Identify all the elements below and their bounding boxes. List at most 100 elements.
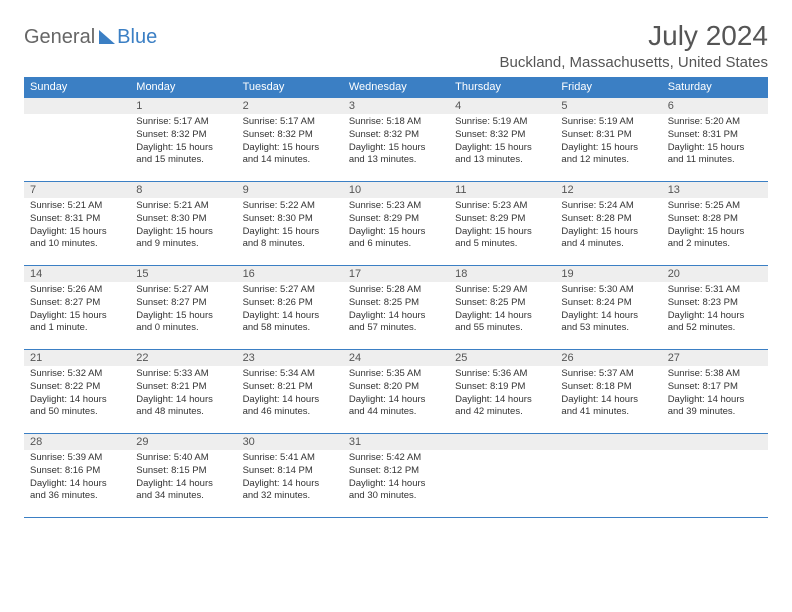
day-details: Sunrise: 5:25 AMSunset: 8:28 PMDaylight:… <box>662 198 768 255</box>
day-number: 9 <box>237 182 343 198</box>
calendar-cell <box>662 434 768 518</box>
day-details: Sunrise: 5:17 AMSunset: 8:32 PMDaylight:… <box>237 114 343 171</box>
calendar-cell: 3Sunrise: 5:18 AMSunset: 8:32 PMDaylight… <box>343 98 449 182</box>
calendar-cell: 4Sunrise: 5:19 AMSunset: 8:32 PMDaylight… <box>449 98 555 182</box>
day-number: 18 <box>449 266 555 282</box>
calendar-cell: 14Sunrise: 5:26 AMSunset: 8:27 PMDayligh… <box>24 266 130 350</box>
day-number: 29 <box>130 434 236 450</box>
calendar-cell: 31Sunrise: 5:42 AMSunset: 8:12 PMDayligh… <box>343 434 449 518</box>
day-number: 1 <box>130 98 236 114</box>
day-number: 27 <box>662 350 768 366</box>
calendar-cell: 22Sunrise: 5:33 AMSunset: 8:21 PMDayligh… <box>130 350 236 434</box>
calendar-cell: 12Sunrise: 5:24 AMSunset: 8:28 PMDayligh… <box>555 182 661 266</box>
day-details: Sunrise: 5:20 AMSunset: 8:31 PMDaylight:… <box>662 114 768 171</box>
calendar-cell: 6Sunrise: 5:20 AMSunset: 8:31 PMDaylight… <box>662 98 768 182</box>
day-details: Sunrise: 5:33 AMSunset: 8:21 PMDaylight:… <box>130 366 236 423</box>
header: General Blue July 2024 Buckland, Massach… <box>24 20 768 71</box>
calendar-week-row: 21Sunrise: 5:32 AMSunset: 8:22 PMDayligh… <box>24 350 768 434</box>
day-number: 11 <box>449 182 555 198</box>
day-of-week-header: Thursday <box>449 77 555 98</box>
day-number: 16 <box>237 266 343 282</box>
calendar-cell: 28Sunrise: 5:39 AMSunset: 8:16 PMDayligh… <box>24 434 130 518</box>
logo-text-blue: Blue <box>117 26 157 49</box>
day-details: Sunrise: 5:32 AMSunset: 8:22 PMDaylight:… <box>24 366 130 423</box>
day-number: 23 <box>237 350 343 366</box>
day-number: 17 <box>343 266 449 282</box>
calendar-cell: 2Sunrise: 5:17 AMSunset: 8:32 PMDaylight… <box>237 98 343 182</box>
calendar-table: SundayMondayTuesdayWednesdayThursdayFrid… <box>24 77 768 518</box>
calendar-cell <box>24 98 130 182</box>
calendar-cell: 26Sunrise: 5:37 AMSunset: 8:18 PMDayligh… <box>555 350 661 434</box>
day-details: Sunrise: 5:26 AMSunset: 8:27 PMDaylight:… <box>24 282 130 339</box>
day-details: Sunrise: 5:39 AMSunset: 8:16 PMDaylight:… <box>24 450 130 507</box>
day-number: 12 <box>555 182 661 198</box>
calendar-cell: 1Sunrise: 5:17 AMSunset: 8:32 PMDaylight… <box>130 98 236 182</box>
calendar-cell: 10Sunrise: 5:23 AMSunset: 8:29 PMDayligh… <box>343 182 449 266</box>
day-number: 7 <box>24 182 130 198</box>
calendar-week-row: 7Sunrise: 5:21 AMSunset: 8:31 PMDaylight… <box>24 182 768 266</box>
calendar-cell: 21Sunrise: 5:32 AMSunset: 8:22 PMDayligh… <box>24 350 130 434</box>
location-text: Buckland, Massachusetts, United States <box>500 54 768 71</box>
calendar-cell: 13Sunrise: 5:25 AMSunset: 8:28 PMDayligh… <box>662 182 768 266</box>
calendar-cell: 25Sunrise: 5:36 AMSunset: 8:19 PMDayligh… <box>449 350 555 434</box>
calendar-cell: 5Sunrise: 5:19 AMSunset: 8:31 PMDaylight… <box>555 98 661 182</box>
day-details: Sunrise: 5:42 AMSunset: 8:12 PMDaylight:… <box>343 450 449 507</box>
day-number: 22 <box>130 350 236 366</box>
day-details: Sunrise: 5:19 AMSunset: 8:31 PMDaylight:… <box>555 114 661 171</box>
day-number-empty <box>24 98 130 114</box>
day-number: 28 <box>24 434 130 450</box>
calendar-cell: 7Sunrise: 5:21 AMSunset: 8:31 PMDaylight… <box>24 182 130 266</box>
logo-triangle-icon <box>99 30 115 44</box>
day-details: Sunrise: 5:37 AMSunset: 8:18 PMDaylight:… <box>555 366 661 423</box>
day-details: Sunrise: 5:40 AMSunset: 8:15 PMDaylight:… <box>130 450 236 507</box>
day-details: Sunrise: 5:38 AMSunset: 8:17 PMDaylight:… <box>662 366 768 423</box>
calendar-cell <box>555 434 661 518</box>
day-details: Sunrise: 5:23 AMSunset: 8:29 PMDaylight:… <box>343 198 449 255</box>
day-number: 6 <box>662 98 768 114</box>
day-number: 14 <box>24 266 130 282</box>
day-number: 30 <box>237 434 343 450</box>
day-number: 24 <box>343 350 449 366</box>
logo: General Blue <box>24 26 157 49</box>
calendar-cell: 8Sunrise: 5:21 AMSunset: 8:30 PMDaylight… <box>130 182 236 266</box>
calendar-cell: 23Sunrise: 5:34 AMSunset: 8:21 PMDayligh… <box>237 350 343 434</box>
day-details: Sunrise: 5:22 AMSunset: 8:30 PMDaylight:… <box>237 198 343 255</box>
day-of-week-header: Saturday <box>662 77 768 98</box>
day-number: 4 <box>449 98 555 114</box>
day-details: Sunrise: 5:27 AMSunset: 8:27 PMDaylight:… <box>130 282 236 339</box>
day-details: Sunrise: 5:35 AMSunset: 8:20 PMDaylight:… <box>343 366 449 423</box>
day-of-week-header: Wednesday <box>343 77 449 98</box>
day-details: Sunrise: 5:19 AMSunset: 8:32 PMDaylight:… <box>449 114 555 171</box>
title-block: July 2024 Buckland, Massachusetts, Unite… <box>500 20 768 71</box>
day-number: 15 <box>130 266 236 282</box>
day-number: 25 <box>449 350 555 366</box>
calendar-cell: 15Sunrise: 5:27 AMSunset: 8:27 PMDayligh… <box>130 266 236 350</box>
day-number: 10 <box>343 182 449 198</box>
day-details: Sunrise: 5:41 AMSunset: 8:14 PMDaylight:… <box>237 450 343 507</box>
day-details: Sunrise: 5:29 AMSunset: 8:25 PMDaylight:… <box>449 282 555 339</box>
calendar-week-row: 28Sunrise: 5:39 AMSunset: 8:16 PMDayligh… <box>24 434 768 518</box>
calendar-cell: 24Sunrise: 5:35 AMSunset: 8:20 PMDayligh… <box>343 350 449 434</box>
calendar-cell: 19Sunrise: 5:30 AMSunset: 8:24 PMDayligh… <box>555 266 661 350</box>
day-number: 21 <box>24 350 130 366</box>
days-of-week-row: SundayMondayTuesdayWednesdayThursdayFrid… <box>24 77 768 98</box>
logo-text-general: General <box>24 26 95 49</box>
day-details: Sunrise: 5:36 AMSunset: 8:19 PMDaylight:… <box>449 366 555 423</box>
day-number-empty <box>662 434 768 450</box>
calendar-body: 1Sunrise: 5:17 AMSunset: 8:32 PMDaylight… <box>24 98 768 518</box>
day-number: 3 <box>343 98 449 114</box>
calendar-cell: 18Sunrise: 5:29 AMSunset: 8:25 PMDayligh… <box>449 266 555 350</box>
day-number: 20 <box>662 266 768 282</box>
day-of-week-header: Tuesday <box>237 77 343 98</box>
day-details: Sunrise: 5:27 AMSunset: 8:26 PMDaylight:… <box>237 282 343 339</box>
day-details: Sunrise: 5:34 AMSunset: 8:21 PMDaylight:… <box>237 366 343 423</box>
calendar-week-row: 1Sunrise: 5:17 AMSunset: 8:32 PMDaylight… <box>24 98 768 182</box>
day-number: 19 <box>555 266 661 282</box>
day-number: 8 <box>130 182 236 198</box>
day-number: 31 <box>343 434 449 450</box>
day-details: Sunrise: 5:24 AMSunset: 8:28 PMDaylight:… <box>555 198 661 255</box>
calendar-cell: 27Sunrise: 5:38 AMSunset: 8:17 PMDayligh… <box>662 350 768 434</box>
calendar-cell: 30Sunrise: 5:41 AMSunset: 8:14 PMDayligh… <box>237 434 343 518</box>
calendar-page: General Blue July 2024 Buckland, Massach… <box>0 0 792 518</box>
calendar-cell: 20Sunrise: 5:31 AMSunset: 8:23 PMDayligh… <box>662 266 768 350</box>
